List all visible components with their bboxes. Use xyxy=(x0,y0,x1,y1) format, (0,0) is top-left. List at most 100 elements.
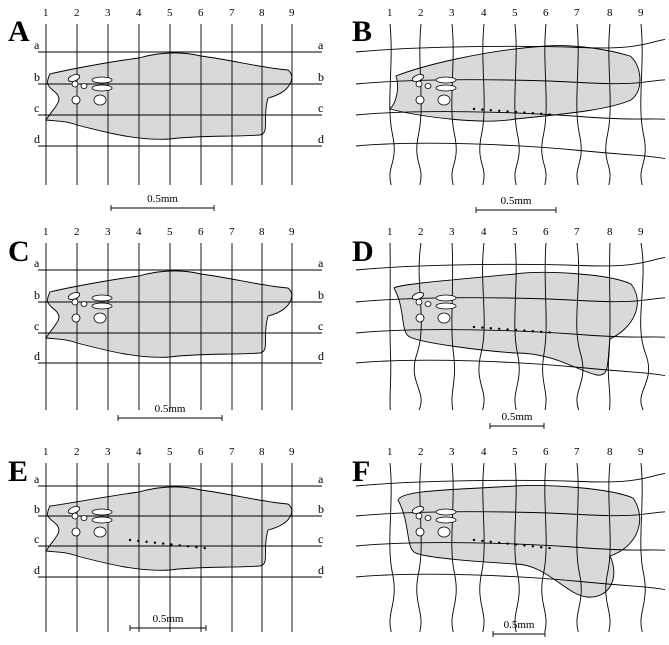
grid-column-line xyxy=(389,462,395,633)
column-number: 4 xyxy=(136,226,142,238)
tooth-dot xyxy=(531,545,534,548)
fenestra-hole xyxy=(80,83,88,89)
row-letter: c xyxy=(318,101,323,115)
row-letter: c xyxy=(318,319,323,333)
specimen-outline xyxy=(397,485,641,598)
tooth-dot xyxy=(540,112,543,116)
panel-letter: C xyxy=(8,235,30,268)
column-number: 5 xyxy=(167,226,173,238)
fenestra-hole xyxy=(415,512,423,520)
specimen-outline xyxy=(45,486,293,571)
column-number: 5 xyxy=(512,7,518,19)
fenestra-hole xyxy=(71,527,81,537)
column-number: 3 xyxy=(449,446,455,458)
grid-column-line xyxy=(514,462,520,633)
tooth-dot xyxy=(481,539,484,543)
grid-row-line xyxy=(355,511,666,517)
grid-row-line xyxy=(355,359,666,377)
column-number: 5 xyxy=(512,446,518,458)
grid-column-line xyxy=(640,242,650,411)
fenestra-hole xyxy=(71,313,81,323)
tooth-dot xyxy=(548,331,551,334)
row-letter: d xyxy=(318,349,324,363)
grid-column-line xyxy=(416,23,422,186)
tooth-dot xyxy=(195,546,198,549)
row-letter: d xyxy=(34,563,40,577)
fenestra-hole xyxy=(415,80,423,88)
column-number: 4 xyxy=(136,446,142,458)
grid-column-line xyxy=(576,462,582,633)
grid-column-line xyxy=(640,462,646,633)
column-number: 3 xyxy=(105,446,111,458)
grid-column-line xyxy=(451,23,457,186)
tooth-dot xyxy=(548,546,551,550)
tooth-dot xyxy=(498,327,501,330)
panel-letter: E xyxy=(8,455,28,488)
tooth-dot xyxy=(162,542,165,545)
row-letter: b xyxy=(34,288,40,302)
grid-column-line xyxy=(514,242,520,411)
row-letter: d xyxy=(34,132,40,146)
tooth-dot xyxy=(498,109,501,113)
column-number: 6 xyxy=(543,226,549,238)
column-number: 1 xyxy=(43,226,49,238)
tooth-dot xyxy=(514,543,518,546)
fenestra-hole xyxy=(437,94,451,106)
row-letter: c xyxy=(318,532,323,546)
column-number: 8 xyxy=(259,446,265,458)
fenestra-hole xyxy=(424,301,432,307)
fenestra-hole xyxy=(71,298,79,306)
column-number: 8 xyxy=(259,226,265,238)
column-number: 5 xyxy=(512,226,518,238)
column-number: 6 xyxy=(198,446,204,458)
grid-column-line xyxy=(478,242,485,411)
row-letter: b xyxy=(318,70,324,84)
column-number: 6 xyxy=(198,226,204,238)
tooth-dot xyxy=(170,543,173,546)
column-number: 4 xyxy=(136,7,142,19)
scale-label: 0.5mm xyxy=(147,193,178,205)
grid-column-line xyxy=(576,242,584,411)
column-number: 6 xyxy=(543,446,549,458)
scale-label: 0.5mm xyxy=(155,403,186,415)
row-letter: a xyxy=(34,256,40,270)
tooth-dot xyxy=(531,112,534,115)
fenestra-hole xyxy=(424,515,432,521)
grid-row-line xyxy=(355,329,666,338)
fenestra-hole xyxy=(415,298,423,306)
fenestra-hole xyxy=(435,76,457,84)
tooth-dot xyxy=(153,541,157,544)
panel-letter: F xyxy=(352,455,370,488)
grid-column-line xyxy=(607,242,611,411)
column-number: 4 xyxy=(481,226,487,238)
column-number: 9 xyxy=(638,7,644,19)
column-number: 2 xyxy=(74,446,80,458)
column-number: 7 xyxy=(574,226,580,238)
fenestra-hole xyxy=(415,95,425,105)
fenestra-hole xyxy=(91,508,113,516)
fenestra-hole xyxy=(93,312,107,324)
tooth-dot xyxy=(540,330,543,333)
tooth-dot xyxy=(540,546,543,549)
column-number: 9 xyxy=(289,7,295,19)
fenestra-hole xyxy=(71,95,81,105)
grid-column-line xyxy=(479,23,485,186)
column-number: 3 xyxy=(105,226,111,238)
grid-row-line xyxy=(355,142,666,160)
fenestra-hole xyxy=(80,515,88,521)
column-number: 8 xyxy=(607,226,613,238)
column-number: 9 xyxy=(638,446,644,458)
panel-letter: D xyxy=(352,235,374,268)
scale-label: 0.5mm xyxy=(501,195,532,207)
scale-label: 0.5mm xyxy=(504,619,535,631)
column-number: 2 xyxy=(418,226,424,238)
panel-e: E 1 2 3 4 5 6 7 8 9 a b c d 0.5mm xyxy=(8,446,322,632)
column-number: 3 xyxy=(449,226,455,238)
row-letter: b xyxy=(34,502,40,516)
column-number: 6 xyxy=(198,7,204,19)
tooth-dot xyxy=(128,538,132,542)
row-letter: b xyxy=(318,502,324,516)
column-number: 1 xyxy=(387,7,393,19)
tooth-dot xyxy=(481,108,484,111)
fenestra-hole xyxy=(435,294,457,302)
